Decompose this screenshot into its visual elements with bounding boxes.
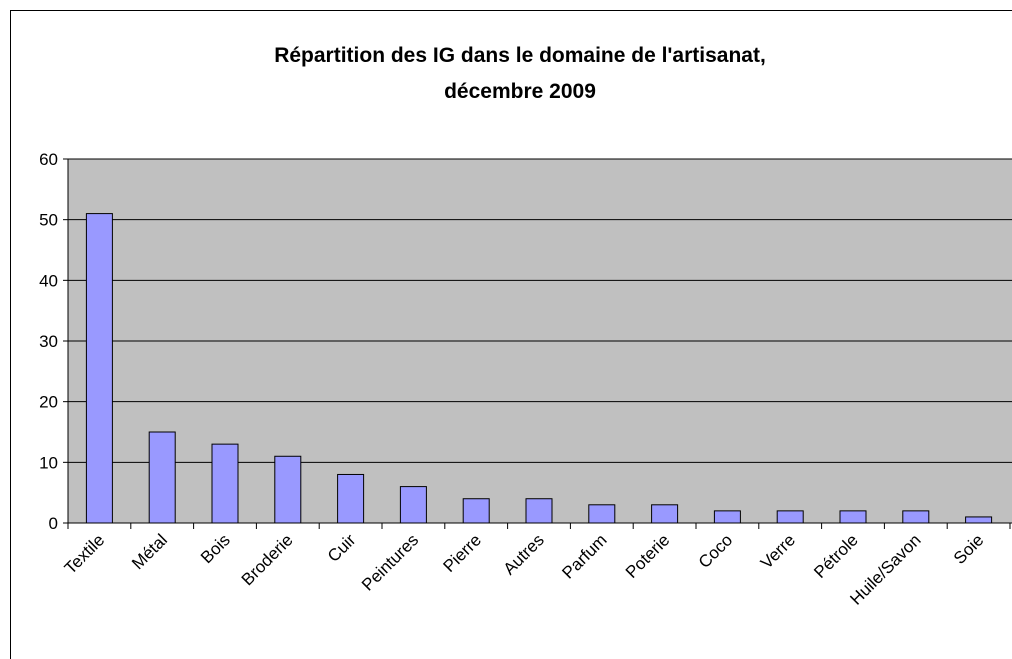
bar	[211, 443, 239, 524]
bar	[274, 455, 302, 524]
bar	[337, 473, 365, 524]
y-tick-label: 50	[39, 211, 58, 230]
bar	[713, 510, 741, 524]
y-tick-label: 0	[49, 514, 58, 533]
chart-title: Répartition des IG dans le domaine de l'…	[274, 44, 766, 67]
y-tick-label: 20	[39, 393, 58, 412]
bar	[965, 516, 993, 524]
bar	[525, 498, 553, 524]
bar	[85, 213, 113, 524]
y-tick-label: 10	[39, 453, 58, 472]
y-tick-label: 40	[39, 271, 58, 290]
y-tick-label: 60	[39, 150, 58, 169]
chart-title: décembre 2009	[444, 80, 596, 103]
bar	[588, 504, 616, 524]
bar	[839, 510, 867, 524]
bar	[651, 504, 679, 524]
bar	[462, 498, 490, 524]
bar	[902, 510, 930, 524]
bar	[399, 486, 427, 524]
y-tick-label: 30	[39, 332, 58, 351]
bar	[148, 431, 176, 524]
bar	[776, 510, 804, 524]
